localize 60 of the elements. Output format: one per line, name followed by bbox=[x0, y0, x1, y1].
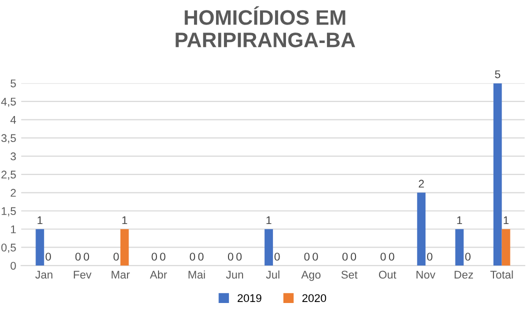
bar bbox=[417, 192, 426, 266]
bar bbox=[455, 229, 464, 266]
y-tick-label: 1,5 bbox=[2, 207, 16, 216]
bar bbox=[264, 229, 273, 266]
data-label: 0 bbox=[198, 252, 204, 261]
x-tick-label: Mai bbox=[188, 270, 205, 279]
y-tick-label: 1 bbox=[11, 226, 16, 234]
y-tick-label: 2 bbox=[10, 188, 16, 197]
x-tick-label: Jan bbox=[35, 270, 52, 279]
data-label: 1 bbox=[504, 216, 509, 224]
data-label: 1 bbox=[122, 216, 128, 224]
data-label: 1 bbox=[38, 216, 42, 224]
bar bbox=[502, 229, 510, 266]
data-label: 0 bbox=[114, 252, 119, 261]
data-label: 0 bbox=[388, 252, 394, 261]
data-label: 0 bbox=[160, 252, 166, 261]
y-tick-label: 4 bbox=[10, 116, 16, 124]
data-label: 0 bbox=[190, 252, 196, 261]
data-label: 1 bbox=[266, 216, 272, 224]
bar bbox=[493, 83, 502, 266]
x-tick-label: Jun bbox=[226, 270, 244, 279]
x-tick-label: Jul bbox=[266, 270, 280, 279]
legend-label: 2020 bbox=[302, 294, 326, 302]
x-tick-label: Total bbox=[490, 270, 513, 279]
data-label: 0 bbox=[304, 252, 310, 261]
y-tick-label: 4,5 bbox=[1, 98, 16, 107]
bar bbox=[120, 229, 129, 266]
x-tick-label: Set bbox=[341, 270, 358, 279]
chart-title: HOMICÍDIOS EM PARIPIRANGA-BA bbox=[176, 6, 356, 48]
x-tick-label: Nov bbox=[416, 270, 436, 279]
x-tick-label: Fev bbox=[74, 270, 92, 279]
y-tick-label: 0,5 bbox=[1, 244, 16, 253]
data-label: 0 bbox=[427, 252, 432, 261]
data-label: 5 bbox=[494, 70, 500, 78]
x-tick-label: Dez bbox=[454, 270, 473, 279]
data-label: 0 bbox=[152, 252, 157, 261]
x-tick-label: Out bbox=[378, 270, 396, 279]
data-label: 1 bbox=[457, 216, 462, 224]
bar bbox=[36, 229, 44, 266]
legend-label: 2019 bbox=[238, 294, 262, 302]
data-label: 0 bbox=[236, 252, 242, 261]
data-label: 0 bbox=[274, 252, 280, 261]
data-label: 2 bbox=[418, 180, 424, 188]
data-label: 0 bbox=[228, 252, 234, 261]
data-label: 0 bbox=[465, 252, 471, 261]
data-label: 0 bbox=[84, 252, 90, 261]
data-label: 0 bbox=[75, 252, 81, 261]
data-label: 0 bbox=[342, 252, 348, 261]
x-tick-label: Mar bbox=[112, 270, 130, 279]
y-tick-label: 3,5 bbox=[1, 134, 16, 144]
y-tick-label: 0 bbox=[10, 262, 16, 270]
y-tick-label: 5 bbox=[10, 80, 16, 88]
data-label: 0 bbox=[46, 252, 51, 261]
data-label: 0 bbox=[312, 252, 318, 261]
x-tick-label: Abr bbox=[150, 270, 167, 279]
y-tick-label: 2,5 bbox=[1, 170, 16, 180]
x-tick-label: Ago bbox=[301, 270, 321, 281]
y-tick-label: 3 bbox=[10, 152, 16, 160]
data-label: 0 bbox=[350, 252, 356, 261]
data-label: 0 bbox=[380, 252, 386, 261]
